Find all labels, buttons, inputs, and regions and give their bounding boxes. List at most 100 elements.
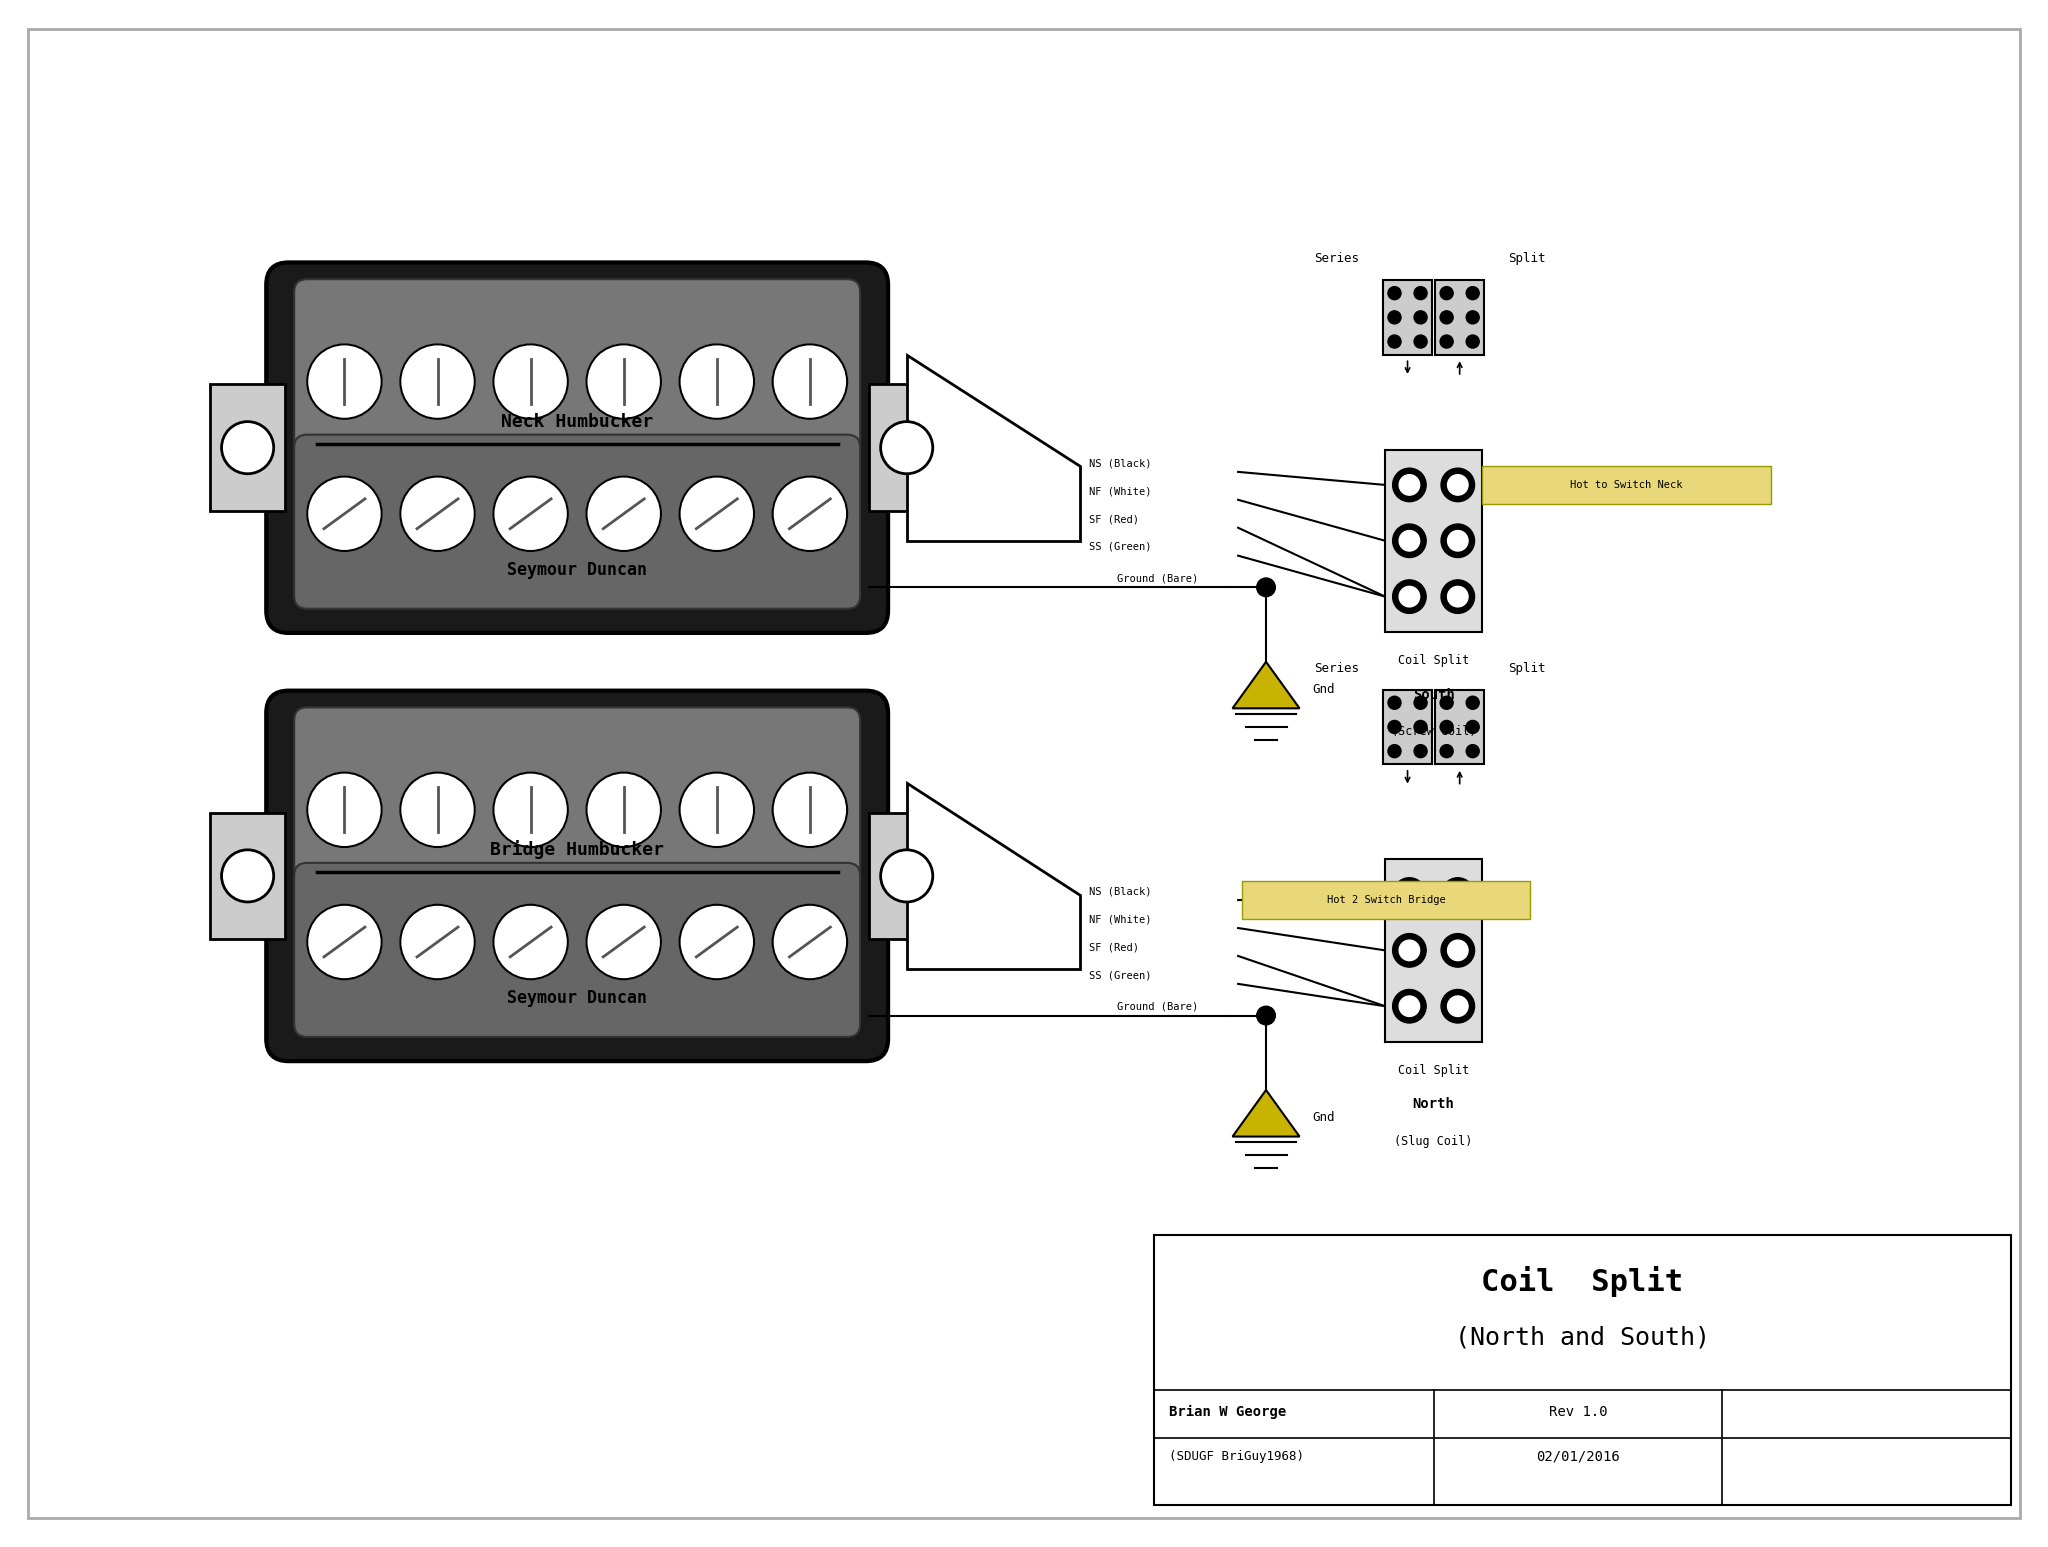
Circle shape: [307, 772, 381, 848]
Circle shape: [1466, 286, 1479, 300]
Circle shape: [1448, 885, 1468, 905]
Text: NS (Black): NS (Black): [1090, 886, 1151, 896]
Text: Hot 2 Switch Bridge: Hot 2 Switch Bridge: [1327, 896, 1446, 905]
Circle shape: [881, 849, 932, 902]
Text: Seymour Duncan: Seymour Duncan: [508, 989, 647, 1007]
Circle shape: [680, 772, 754, 848]
Circle shape: [680, 345, 754, 419]
Circle shape: [1442, 934, 1475, 967]
FancyBboxPatch shape: [1155, 1235, 2011, 1505]
Circle shape: [680, 476, 754, 551]
Circle shape: [307, 476, 381, 551]
Circle shape: [1389, 696, 1401, 709]
Text: NF (White): NF (White): [1090, 914, 1151, 924]
Circle shape: [1257, 1006, 1276, 1024]
Circle shape: [1399, 586, 1419, 606]
Text: SS (Green): SS (Green): [1090, 541, 1151, 552]
Circle shape: [1466, 721, 1479, 733]
Text: Coil Split: Coil Split: [1399, 1064, 1468, 1077]
Text: Gnd: Gnd: [1313, 684, 1335, 696]
Circle shape: [1440, 744, 1454, 758]
Circle shape: [221, 422, 274, 473]
Text: Ground (Bare): Ground (Bare): [1116, 574, 1198, 583]
Text: Coil Split: Coil Split: [1399, 654, 1468, 667]
FancyBboxPatch shape: [211, 812, 285, 939]
Text: (Slug Coil): (Slug Coil): [1395, 1134, 1473, 1148]
Text: 02/01/2016: 02/01/2016: [1536, 1450, 1620, 1463]
Circle shape: [494, 345, 567, 419]
FancyBboxPatch shape: [1384, 859, 1483, 1041]
FancyBboxPatch shape: [1436, 690, 1485, 764]
Circle shape: [1466, 696, 1479, 709]
Circle shape: [307, 905, 381, 979]
Text: NF (White): NF (White): [1090, 486, 1151, 497]
Circle shape: [881, 422, 932, 473]
FancyBboxPatch shape: [29, 29, 2019, 1518]
Circle shape: [494, 476, 567, 551]
Circle shape: [1440, 336, 1454, 348]
Circle shape: [1413, 696, 1427, 709]
Circle shape: [1442, 469, 1475, 501]
Text: Coil  Split: Coil Split: [1481, 1267, 1683, 1298]
Text: Hot to Switch Neck: Hot to Switch Neck: [1571, 480, 1683, 490]
FancyBboxPatch shape: [870, 384, 944, 511]
Text: SF (Red): SF (Red): [1090, 514, 1139, 524]
Text: Gnd: Gnd: [1313, 1111, 1335, 1125]
Text: Neck Humbucker: Neck Humbucker: [502, 413, 653, 430]
Circle shape: [772, 772, 848, 848]
Circle shape: [1442, 877, 1475, 911]
Text: Bridge Humbucker: Bridge Humbucker: [489, 840, 664, 859]
Text: Series: Series: [1315, 252, 1360, 265]
Circle shape: [1413, 311, 1427, 323]
Circle shape: [772, 905, 848, 979]
Circle shape: [680, 905, 754, 979]
FancyBboxPatch shape: [1436, 280, 1485, 354]
Circle shape: [1393, 877, 1425, 911]
FancyBboxPatch shape: [870, 812, 944, 939]
Text: South: South: [1413, 688, 1454, 702]
FancyBboxPatch shape: [1384, 450, 1483, 633]
Circle shape: [1393, 990, 1425, 1023]
Circle shape: [1466, 311, 1479, 323]
Circle shape: [1399, 531, 1419, 551]
Text: Brian W George: Brian W George: [1169, 1405, 1286, 1419]
Circle shape: [494, 772, 567, 848]
Circle shape: [1448, 996, 1468, 1016]
Circle shape: [1393, 469, 1425, 501]
Circle shape: [221, 849, 274, 902]
Circle shape: [1389, 744, 1401, 758]
Circle shape: [1399, 885, 1419, 905]
FancyBboxPatch shape: [266, 690, 889, 1061]
Circle shape: [399, 345, 475, 419]
FancyBboxPatch shape: [295, 707, 860, 882]
Text: SF (Red): SF (Red): [1090, 942, 1139, 953]
Circle shape: [1393, 934, 1425, 967]
Text: Rev 1.0: Rev 1.0: [1548, 1405, 1608, 1419]
FancyBboxPatch shape: [1382, 690, 1432, 764]
Circle shape: [1399, 941, 1419, 961]
Circle shape: [399, 772, 475, 848]
Circle shape: [1389, 286, 1401, 300]
Text: NS (Black): NS (Black): [1090, 458, 1151, 469]
Text: (SDUGF BriGuy1968): (SDUGF BriGuy1968): [1169, 1450, 1305, 1463]
Circle shape: [1442, 580, 1475, 613]
Circle shape: [1413, 721, 1427, 733]
Circle shape: [1448, 586, 1468, 606]
Text: (Screw Coil): (Screw Coil): [1391, 726, 1477, 738]
Text: Split: Split: [1507, 662, 1546, 674]
Circle shape: [1466, 336, 1479, 348]
Text: Ground (Bare): Ground (Bare): [1116, 1002, 1198, 1012]
Polygon shape: [907, 354, 1079, 541]
Text: (North and South): (North and South): [1454, 1326, 1710, 1349]
Circle shape: [1413, 744, 1427, 758]
Text: North: North: [1413, 1097, 1454, 1111]
FancyBboxPatch shape: [295, 278, 860, 453]
Circle shape: [586, 772, 662, 848]
FancyBboxPatch shape: [1382, 280, 1432, 354]
Circle shape: [1393, 580, 1425, 613]
Circle shape: [1413, 336, 1427, 348]
Text: SS (Green): SS (Green): [1090, 970, 1151, 981]
Circle shape: [399, 476, 475, 551]
Circle shape: [1440, 721, 1454, 733]
Text: Split: Split: [1507, 252, 1546, 265]
